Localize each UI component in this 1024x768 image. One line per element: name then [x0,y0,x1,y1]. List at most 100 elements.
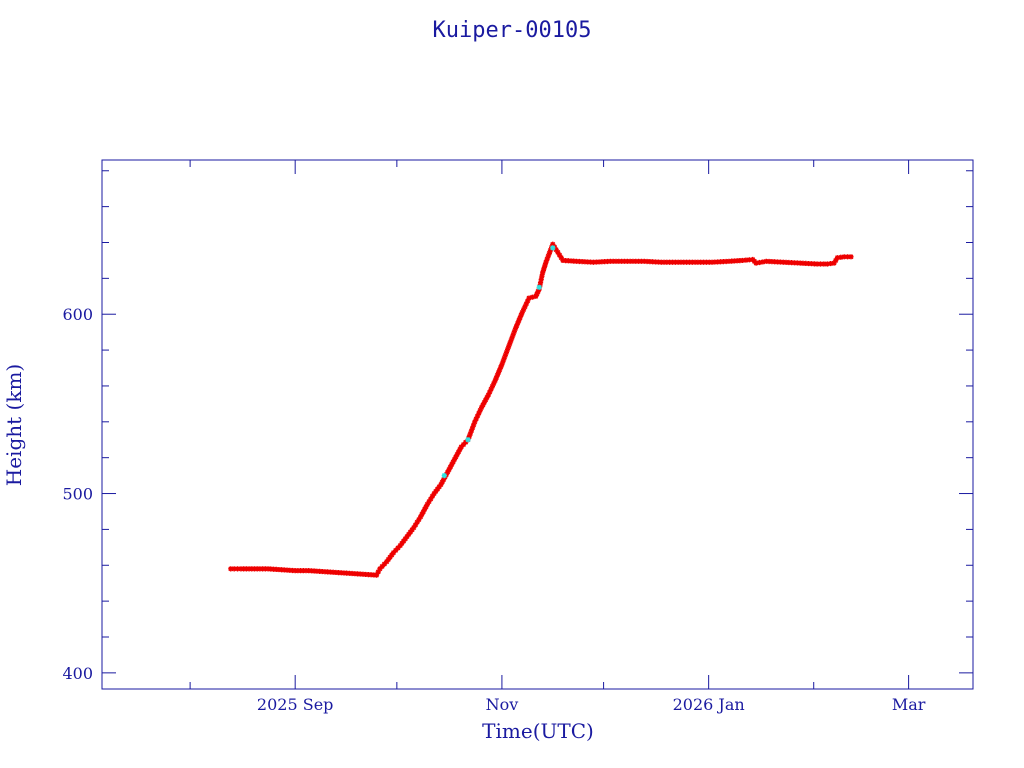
data-point [834,255,841,261]
data-point [498,364,504,370]
data-point [234,566,241,572]
data-point [460,441,467,448]
data-point [593,259,599,265]
data-point [251,566,258,572]
y-tick-label: 600 [62,305,93,324]
data-point [596,259,602,265]
data-point [715,259,721,265]
data-point [536,284,542,290]
data-point [678,259,684,265]
data-point [636,258,642,264]
data-point [769,259,775,265]
data-point [393,547,399,553]
data-point [510,331,516,338]
data-point [772,259,778,265]
data-point [420,509,426,515]
data-point [489,383,496,389]
data-point [633,258,639,264]
data-point [431,490,437,497]
data-point [780,259,786,265]
data-point [465,437,471,443]
data-point [402,536,408,542]
x-tick-label: 2026 Jan [673,695,745,714]
data-point [565,258,571,264]
data-point [488,386,494,392]
data-point [803,260,809,267]
data-point [794,260,800,266]
data-point [429,493,436,499]
data-point [268,566,274,572]
data-point [542,262,548,268]
data-point [587,259,594,265]
data-point [508,337,514,344]
data-point [284,567,290,573]
data-point [517,315,523,321]
data-point [700,259,707,265]
data-point [831,260,837,266]
data-point [395,545,401,551]
data-point [455,449,462,455]
data-point [541,264,547,271]
data-point [509,334,515,341]
data-point [292,568,298,574]
data-point [537,280,544,286]
data-point [352,571,358,577]
data-point [419,511,425,517]
data-point [260,566,266,572]
data-point [265,566,271,572]
data-point [760,259,766,265]
data-point [454,451,460,458]
data-point [613,258,619,264]
data-point [241,566,247,572]
data-point [447,464,453,470]
data-point [501,355,507,362]
data-point [316,568,323,574]
data-point [231,566,237,572]
data-point [487,389,493,395]
data-point [607,258,613,264]
data-point [243,566,249,572]
data-point [457,446,463,453]
data-point [424,501,430,507]
data-point [814,261,820,267]
data-point [604,258,611,265]
data-point [550,245,556,251]
data-point [650,259,656,265]
data-point [426,499,432,505]
data-point [544,256,550,262]
data-point [706,259,712,265]
data-point [824,261,830,267]
data-point [406,531,412,537]
data-point [354,571,361,577]
data-point [287,567,293,573]
data-point [563,258,569,264]
data-point [638,258,645,264]
data-point [535,288,541,295]
series-2 [441,245,556,479]
data-point [743,257,749,263]
data-point [756,259,763,266]
data-point [571,258,577,264]
data-point [558,255,564,261]
data-point [828,260,834,267]
data-point [789,260,795,266]
data-point [279,567,285,573]
data-point [349,570,355,577]
data-point [539,273,545,279]
data-point [346,570,353,576]
data-point [495,369,502,376]
data-point [539,270,546,276]
data-point [667,259,673,265]
chart-title: Kuiper-00105 [433,18,592,43]
data-point [746,257,752,263]
data-point [330,569,336,575]
data-point [481,399,487,406]
data-point [314,568,320,574]
data-point [525,298,531,304]
data-point [641,258,647,264]
data-point [590,259,597,265]
data-point [655,259,661,265]
data-point [500,358,506,365]
data-point [494,372,500,378]
data-point [441,476,447,483]
